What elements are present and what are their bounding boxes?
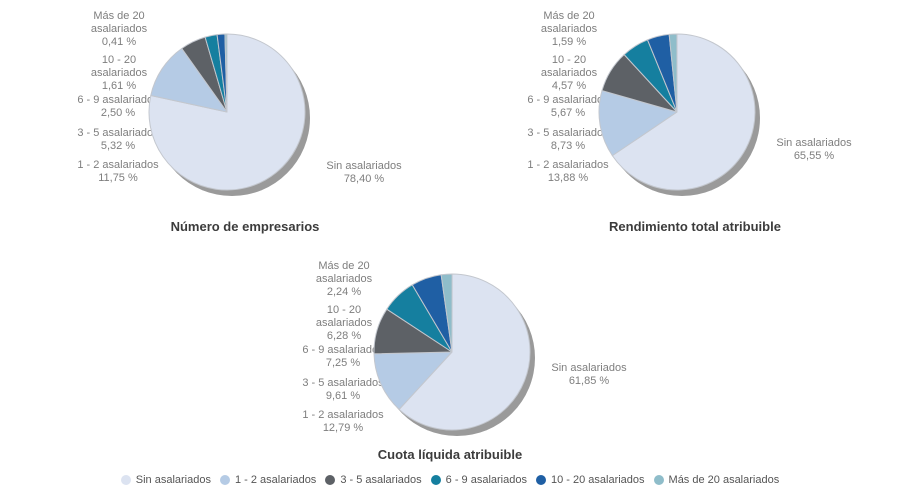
slice-label-category: 6 - 9 asalariados (527, 94, 609, 106)
slice-label-category: Más de 20 asalariados (315, 260, 373, 285)
chart-title: Número de empresarios (170, 219, 320, 234)
legend-item-label: 6 - 9 asalariados (445, 474, 527, 486)
chart-title: Cuota líquida atribuible (377, 447, 523, 462)
slice-labels-column: Más de 20 asalariados 1,59 % 10 - 20 asa… (450, 0, 650, 200)
slice-label-category: 10 - 20 asalariados (315, 304, 373, 329)
legend-item-label: 10 - 20 asalariados (550, 474, 645, 486)
slice-label-category: Sin asalariados (551, 362, 627, 374)
slice-label-category: 1 - 2 asalariados (527, 159, 609, 171)
legend-swatch-icon (120, 475, 131, 485)
slice-label-value: 5,32 % (100, 140, 136, 152)
slice-label-mas-de-20: Más de 20 asalariados 1,59 % (528, 10, 610, 49)
slice-label-10-20: 10 - 20 asalariados 6,28 % (303, 304, 385, 343)
slice-label-value: 2,50 % (100, 107, 136, 119)
pie-slice (398, 273, 531, 431)
legend: Sin asalariados 1 - 2 asalariados 3 - 5 … (0, 470, 900, 490)
legend-item-label: Sin asalariados (135, 474, 211, 486)
slice-label-value: 4,57 % (551, 80, 587, 92)
legend-item-3-5-asalariados: 3 - 5 asalariados (325, 474, 422, 486)
slice-label-value: 5,67 % (550, 107, 586, 119)
pie-slice (440, 273, 453, 353)
pie-slice (611, 33, 756, 191)
slice-label-category: 6 - 9 asalariados (302, 344, 384, 356)
legend-item-mas-de-20-asalariados: Más de 20 asalariados (653, 474, 780, 486)
pie-slice (668, 33, 678, 113)
pie-chart-cuota-liquida-atribuible: Más de 20 asalariados 2,24 % 10 - 20 asa… (225, 240, 675, 480)
slice-label-value: 8,73 % (550, 140, 586, 152)
slice-label-category: 3 - 5 asalariados (302, 377, 384, 389)
slice-label-3-5: 3 - 5 asalariados 8,73 % (506, 127, 630, 153)
legend-item-sin-asalariados: Sin asalariados (120, 474, 211, 486)
legend-swatch-icon (325, 475, 336, 485)
slice-label-category: 1 - 2 asalariados (302, 409, 384, 421)
pie-slice (224, 33, 228, 113)
legend-item-1-2-asalariados: 1 - 2 asalariados (219, 474, 317, 486)
slice-label-3-5: 3 - 5 asalariados 9,61 % (281, 377, 405, 403)
slice-label-6-9: 6 - 9 asalariados 2,50 % (56, 94, 180, 120)
slice-label-category: Más de 20 asalariados (90, 10, 148, 35)
slice-label-category: Más de 20 asalariados (540, 10, 598, 35)
legend-swatch-icon (653, 475, 664, 485)
pie-slice (373, 351, 453, 410)
legend-item-label: Más de 20 asalariados (668, 474, 780, 486)
slice-label-value: 6,28 % (326, 330, 362, 342)
legend-item-6-9-asalariados: 6 - 9 asalariados (430, 474, 527, 486)
slice-label-category: 10 - 20 asalariados (540, 54, 598, 79)
slice-label-6-9: 6 - 9 asalariados 7,25 % (281, 344, 405, 370)
legend-item-label: 1 - 2 asalariados (234, 474, 317, 486)
pie-chart-rendimiento-total-atribuible: Más de 20 asalariados 1,59 % 10 - 20 asa… (450, 0, 900, 240)
slice-label-category: 6 - 9 asalariados (77, 94, 159, 106)
slice-labels-column: Más de 20 asalariados 0,41 % 10 - 20 asa… (0, 0, 200, 200)
slice-labels-column: Más de 20 asalariados 2,24 % 10 - 20 asa… (225, 250, 425, 450)
pie-graphic (373, 273, 535, 436)
slice-label-1-2: 1 - 2 asalariados 12,79 % (281, 409, 405, 435)
slice-label-value: 1,61 % (101, 80, 137, 92)
slice-label-3-5: 3 - 5 asalariados 5,32 % (56, 127, 180, 153)
slice-label-1-2: 1 - 2 asalariados 11,75 % (56, 159, 180, 185)
slice-label-category: 3 - 5 asalariados (77, 127, 159, 139)
slice-label-value: 9,61 % (325, 390, 361, 402)
slice-label-category: 1 - 2 asalariados (77, 159, 159, 171)
legend-item-10-20-asalariados: 10 - 20 asalariados (535, 474, 645, 486)
legend-item-label: 3 - 5 asalariados (340, 474, 422, 486)
pie-graphic (148, 33, 310, 196)
slice-label-value: 65,55 % (793, 150, 835, 162)
slice-label-value: 11,75 % (98, 172, 138, 184)
slice-label-mas-de-20: Más de 20 asalariados 2,24 % (303, 260, 385, 299)
slice-label-value: 12,79 % (322, 422, 364, 434)
slice-label-mas-de-20: Más de 20 asalariados 0,41 % (78, 10, 160, 49)
slice-label-value: 0,41 % (101, 36, 137, 48)
legend-swatch-icon (219, 475, 230, 485)
slice-label-category: Sin asalariados (776, 137, 852, 149)
slice-label-category: 3 - 5 asalariados (527, 127, 609, 139)
slice-label-category: Sin asalariados (326, 160, 402, 172)
legend-swatch-icon (535, 475, 546, 485)
slice-label-value: 2,24 % (326, 286, 362, 298)
pie-chart-numero-de-empresarios: Más de 20 asalariados 0,41 % 10 - 20 asa… (0, 0, 450, 240)
slice-label-1-2: 1 - 2 asalariados 13,88 % (506, 159, 630, 185)
slice-label-6-9: 6 - 9 asalariados 5,67 % (506, 94, 630, 120)
slice-label-10-20: 10 - 20 asalariados 4,57 % (528, 54, 610, 93)
slice-label-value: 1,59 % (551, 36, 587, 48)
slice-label-sin-asalariados: Sin asalariados 78,40 % (298, 160, 430, 186)
slice-label-10-20: 10 - 20 asalariados 1,61 % (78, 54, 160, 93)
legend-swatch-icon (430, 475, 441, 485)
slice-label-value: 61,85 % (568, 375, 610, 387)
slice-label-value: 78,40 % (343, 173, 385, 185)
slice-label-value: 13,88 % (547, 172, 589, 184)
slice-label-sin-asalariados: Sin asalariados 65,55 % (748, 137, 880, 163)
pie-graphic (598, 33, 760, 196)
chart-title: Rendimiento total atribuible (609, 219, 781, 234)
slice-label-category: 10 - 20 asalariados (90, 54, 148, 79)
slice-label-sin-asalariados: Sin asalariados 61,85 % (523, 362, 655, 388)
slice-label-value: 7,25 % (325, 357, 361, 369)
